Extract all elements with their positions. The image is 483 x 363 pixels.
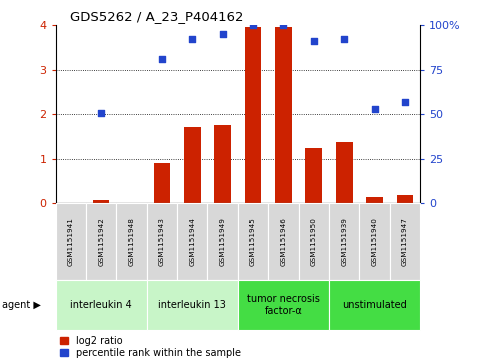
Point: [188, 36, 196, 42]
Text: GSM1151946: GSM1151946: [281, 217, 286, 266]
Text: GSM1151944: GSM1151944: [189, 217, 195, 266]
Bar: [336, 142, 353, 203]
Point: [249, 23, 257, 28]
Text: GSM1151940: GSM1151940: [371, 217, 378, 266]
Bar: [214, 125, 231, 203]
Text: GSM1151941: GSM1151941: [68, 217, 74, 266]
Text: GSM1151943: GSM1151943: [159, 217, 165, 266]
Text: GSM1151948: GSM1151948: [128, 217, 135, 266]
Bar: [86, 203, 116, 280]
Text: GSM1151949: GSM1151949: [220, 217, 226, 266]
Bar: [329, 280, 420, 330]
Bar: [177, 203, 208, 280]
Bar: [238, 280, 329, 330]
Point: [401, 99, 409, 105]
Bar: [116, 203, 147, 280]
Bar: [56, 280, 147, 330]
Bar: [268, 203, 298, 280]
Bar: [238, 203, 268, 280]
Bar: [298, 203, 329, 280]
Text: GSM1151939: GSM1151939: [341, 217, 347, 266]
Text: GSM1151945: GSM1151945: [250, 217, 256, 266]
Point: [310, 38, 318, 44]
Bar: [154, 163, 170, 203]
Text: GSM1151950: GSM1151950: [311, 217, 317, 266]
Bar: [329, 203, 359, 280]
Bar: [359, 203, 390, 280]
Bar: [305, 148, 322, 203]
Bar: [366, 197, 383, 203]
Point: [158, 56, 166, 62]
Bar: [147, 280, 238, 330]
Bar: [275, 27, 292, 203]
Text: GSM1151942: GSM1151942: [98, 217, 104, 266]
Text: tumor necrosis
factor-α: tumor necrosis factor-α: [247, 294, 320, 316]
Bar: [245, 27, 261, 203]
Point: [371, 106, 379, 112]
Point: [97, 110, 105, 115]
Bar: [147, 203, 177, 280]
Text: GDS5262 / A_23_P404162: GDS5262 / A_23_P404162: [70, 10, 243, 23]
Bar: [390, 203, 420, 280]
Legend: log2 ratio, percentile rank within the sample: log2 ratio, percentile rank within the s…: [60, 336, 241, 358]
Bar: [208, 203, 238, 280]
Bar: [184, 127, 200, 203]
Point: [219, 31, 227, 37]
Text: unstimulated: unstimulated: [342, 300, 407, 310]
Bar: [93, 200, 110, 203]
Point: [280, 23, 287, 28]
Text: interleukin 4: interleukin 4: [70, 300, 132, 310]
Text: agent ▶: agent ▶: [2, 300, 41, 310]
Bar: [56, 203, 86, 280]
Text: interleukin 13: interleukin 13: [158, 300, 226, 310]
Bar: [397, 195, 413, 203]
Text: GSM1151947: GSM1151947: [402, 217, 408, 266]
Point: [341, 36, 348, 42]
